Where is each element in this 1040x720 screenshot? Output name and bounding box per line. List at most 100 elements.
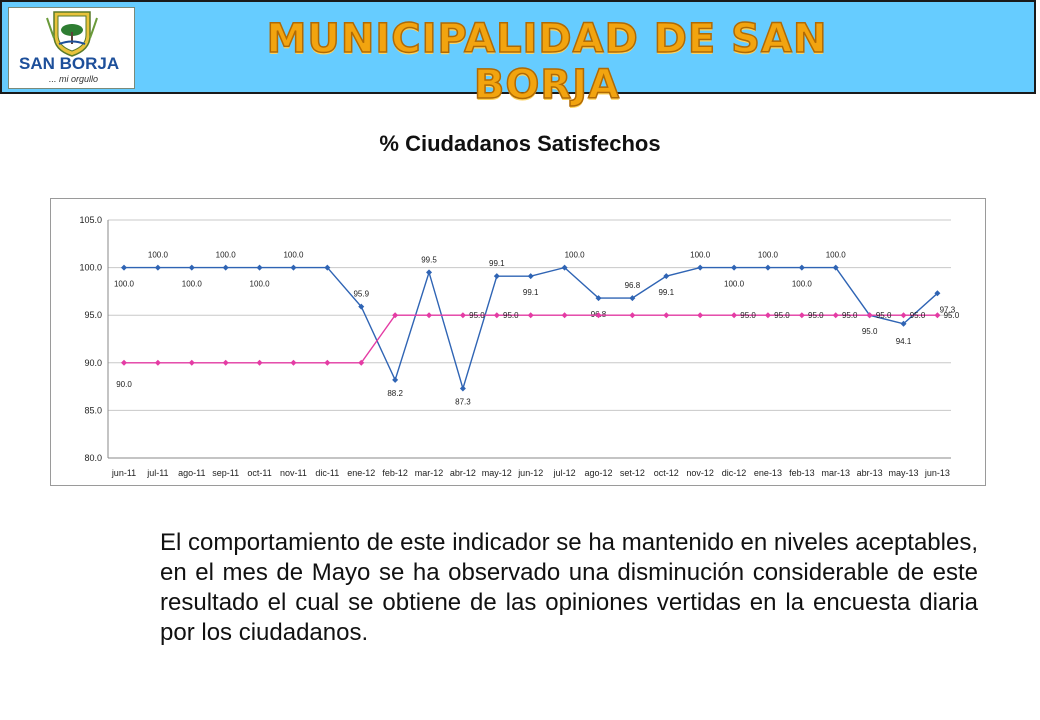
data-label: 95.0 [910, 311, 926, 320]
data-label: 95.0 [503, 311, 519, 320]
header-banner: SAN BORJA ... mi orgullo MUNICIPALIDAD D… [0, 0, 1036, 109]
coat-of-arms-icon [46, 11, 98, 57]
x-tick-label: set-12 [620, 468, 645, 478]
series-2-point [561, 312, 568, 319]
x-tick-label: feb-12 [382, 468, 408, 478]
logo-tagline: ... mi orgullo [49, 74, 99, 84]
body-paragraph: El comportamiento de este indicador se h… [160, 529, 978, 646]
series-2-point [459, 312, 466, 319]
data-label: 95.0 [774, 311, 790, 320]
data-label: 95.0 [808, 311, 824, 320]
series-1-point [154, 264, 161, 271]
line-chart: 80.0 85.0 90.0 95.0 100.0 105.0 jun-11 jul-11 ag… [79, 215, 960, 478]
data-label: 100.0 [283, 251, 304, 260]
x-tick-label: abr-12 [450, 468, 476, 478]
series-2-point [527, 312, 534, 319]
series-1-point [832, 264, 839, 271]
series-1-point [934, 290, 941, 297]
x-tick-label: oct-11 [247, 468, 271, 478]
x-tick-label: feb-13 [789, 468, 815, 478]
series-1-point [256, 264, 263, 271]
x-tick-label: jun-11 [111, 468, 136, 478]
x-tick-label: mar-12 [415, 468, 444, 478]
data-label: 90.0 [116, 380, 132, 389]
data-label: 100.0 [148, 251, 169, 260]
data-label: 100.0 [792, 280, 813, 289]
series-1-point [426, 269, 433, 276]
series-2-point [629, 312, 636, 319]
x-tick-label: ene-13 [754, 468, 782, 478]
x-tick-label: jun-12 [517, 468, 543, 478]
series-1-point [493, 273, 500, 280]
x-tick-label: jun-13 [924, 468, 950, 478]
series-1-point [663, 273, 670, 280]
series-1-point [900, 320, 907, 327]
x-tick-label: mar-13 [821, 468, 850, 478]
x-tick-label: nov-11 [280, 468, 307, 478]
data-label: 100.0 [182, 280, 203, 289]
y-tick-label: 80.0 [84, 453, 102, 463]
data-label: 100.0 [216, 251, 237, 260]
series-1-point [764, 264, 771, 271]
x-tick-label: jul-11 [146, 468, 168, 478]
series-1-point [527, 273, 534, 280]
x-tick-label: may-13 [889, 468, 919, 478]
x-tick-label: jul-12 [553, 468, 576, 478]
series-2-point [121, 359, 127, 366]
series-2-point [154, 359, 161, 366]
series-1-point [290, 264, 297, 271]
logo: SAN BORJA ... mi orgullo [8, 7, 135, 89]
data-label: 100.0 [250, 280, 271, 289]
chart-area: 80.0 85.0 90.0 95.0 100.0 105.0 jun-11 jul-11 ag… [50, 198, 986, 486]
series-1-point [392, 376, 399, 383]
data-label: 88.2 [387, 389, 403, 398]
data-label: 94.1 [896, 337, 912, 346]
x-tick-label: dic-11 [315, 468, 339, 478]
data-label: 100.0 [690, 251, 711, 260]
data-label: 95.0 [876, 311, 892, 320]
series-line-2 [124, 314, 938, 364]
series-2-point [358, 359, 365, 366]
data-label: 100.0 [724, 280, 745, 289]
series-1-point [697, 264, 704, 271]
data-label: 99.5 [421, 255, 437, 264]
data-label: 100.0 [758, 251, 779, 260]
series-1-point [561, 264, 568, 271]
data-label: 97.3 [940, 305, 956, 314]
series-2-point [290, 359, 297, 366]
series-2-point [426, 312, 433, 319]
x-tick-label: abr-13 [857, 468, 883, 478]
series-2-point [832, 312, 839, 319]
logo-name: SAN BORJA [19, 54, 120, 73]
data-label: 100.0 [826, 251, 847, 260]
series-1-point [798, 264, 805, 271]
series-1-point [459, 385, 466, 392]
series-2-point [188, 359, 195, 366]
data-label: 96.8 [625, 281, 641, 290]
x-tick-label: ago-12 [584, 468, 612, 478]
data-label: 95.0 [862, 327, 878, 336]
series-1-point [595, 295, 602, 302]
series-1-point [121, 264, 127, 271]
series-1-point [731, 264, 738, 271]
series-2-point [324, 359, 331, 366]
banner-title: MUNICIPALIDAD DE SAN BORJA [266, 15, 828, 109]
series-2-point [595, 312, 602, 319]
series-2-point [900, 312, 907, 319]
x-tick-label: ago-11 [178, 468, 205, 478]
y-tick-label: 105.0 [79, 215, 102, 225]
data-label: 87.3 [455, 398, 471, 407]
data-label: 100.0 [114, 280, 135, 289]
x-tick-label: may-12 [482, 468, 512, 478]
x-tick-label: oct-12 [654, 468, 679, 478]
series-2-point [866, 312, 873, 319]
series-1-point [629, 295, 636, 302]
series-2-point [256, 359, 263, 366]
data-label: 99.1 [658, 288, 674, 297]
data-label: 95.9 [353, 290, 369, 299]
series-2-point [222, 359, 229, 366]
data-label: 95.0 [944, 311, 960, 320]
x-tick-label: sep-11 [212, 468, 239, 478]
series-2-point [731, 312, 738, 319]
data-label: 95.0 [740, 311, 756, 320]
